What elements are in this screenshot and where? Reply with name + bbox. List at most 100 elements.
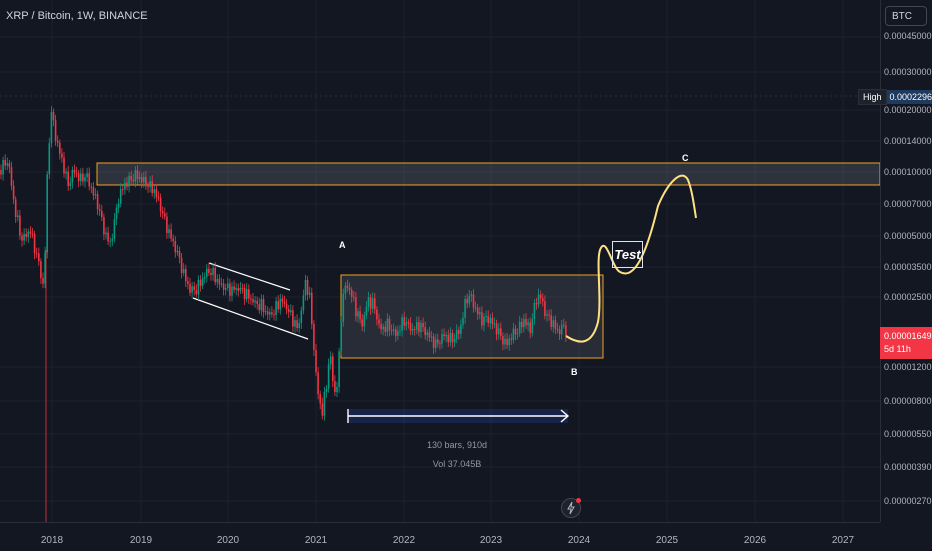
candle-body (300, 310, 303, 324)
candle-body (94, 194, 97, 196)
chart-canvas[interactable] (0, 0, 880, 522)
candle-body (399, 330, 401, 332)
candle-body (130, 176, 132, 180)
candle-body (136, 170, 139, 180)
channel-lower-line[interactable] (192, 297, 309, 340)
symbol-title[interactable]: XRP / Bitcoin, 1W, BINANCE (6, 10, 148, 22)
candle-body (12, 185, 15, 200)
range-box[interactable] (340, 274, 604, 359)
candle-body (407, 322, 410, 324)
price-label-11: 0.00000550 (884, 429, 932, 439)
candle-body (254, 300, 256, 303)
year-label-2025: 2025 (655, 535, 679, 546)
candle-body (147, 186, 149, 188)
candle-body (315, 349, 317, 373)
candle-body (111, 238, 114, 241)
candle-body (432, 336, 435, 348)
candle-body (77, 173, 80, 182)
candle-body (54, 120, 57, 141)
time-axis[interactable] (0, 522, 880, 551)
candle-body (2, 159, 4, 175)
candle-body (458, 329, 460, 334)
candle-body (529, 322, 531, 333)
annotation-c[interactable]: C (682, 153, 689, 163)
candle-body (98, 209, 101, 211)
candle-body (235, 287, 237, 290)
candle-body (535, 303, 538, 305)
price-label-10: 0.00000800 (884, 396, 932, 406)
candle-body (348, 287, 351, 291)
channel-upper-line[interactable] (208, 262, 291, 291)
candle-body (443, 334, 445, 337)
candle-body (203, 276, 206, 279)
candle-body (216, 278, 219, 283)
candle-body (105, 232, 107, 235)
candle-body (523, 319, 525, 328)
measure-vol-label: Vol 37.045B (432, 459, 482, 469)
candle-body (193, 286, 195, 291)
last-price-value: 0.00001649 (884, 331, 932, 341)
candle-body (468, 295, 471, 304)
candle-body (502, 336, 504, 345)
candle-body (521, 321, 523, 328)
candle-body (220, 283, 223, 285)
alert-dot (576, 498, 581, 503)
annotation-b[interactable]: B (571, 367, 578, 377)
price-label-2: 0.00020000 (884, 105, 932, 115)
resistance-zone[interactable] (96, 162, 880, 186)
candle-body (527, 322, 529, 326)
candle-body (44, 252, 46, 284)
candle-body (491, 317, 494, 325)
candle-body (334, 381, 336, 392)
high-value: 0.00022968 (886, 90, 932, 104)
candle-body (357, 311, 359, 317)
candle-body (29, 231, 32, 234)
candle-body (273, 314, 275, 316)
candle-body (476, 307, 479, 315)
candle-body (239, 287, 242, 291)
candle-body (178, 250, 181, 258)
lightning-icon (567, 501, 575, 515)
candle-body (369, 297, 372, 309)
candle-body (180, 257, 183, 273)
candle-body (227, 283, 229, 289)
candle-body (117, 203, 120, 208)
candle-body (69, 182, 72, 187)
candle-body (525, 319, 527, 326)
test-label[interactable]: Test (612, 241, 643, 268)
candle-body (191, 286, 193, 293)
price-label-6: 0.00005000 (884, 231, 932, 241)
price-scale[interactable] (880, 0, 932, 522)
candle-body (170, 229, 172, 239)
annotation-a[interactable]: A (339, 240, 346, 250)
projection-path[interactable] (565, 174, 697, 343)
candle-body (252, 299, 254, 303)
candle-body (119, 189, 122, 204)
candle-body (285, 303, 288, 309)
candle-body (472, 294, 475, 308)
candle-body (187, 281, 189, 284)
candle-body (470, 294, 473, 296)
currency-button[interactable]: BTC (885, 6, 927, 26)
candle-body (550, 315, 552, 327)
candle-body (531, 319, 534, 333)
high-label: High (858, 89, 887, 105)
candle-body (508, 338, 510, 346)
candle-body (31, 233, 34, 235)
candle-body (466, 298, 468, 304)
candle-body (418, 322, 420, 333)
candle-body (548, 314, 550, 316)
candle-body (392, 329, 395, 331)
candle-body (558, 329, 561, 335)
candle-body (149, 181, 151, 188)
candle-body (172, 238, 174, 242)
candle-body (155, 189, 158, 198)
candle-body (460, 324, 462, 334)
chart-pane[interactable]: XRP / Bitcoin, 1W, BINANCE A B C Test 13… (0, 0, 880, 522)
candle-body (283, 301, 286, 304)
candle-body (33, 233, 36, 254)
candle-body (512, 328, 515, 340)
alert-button[interactable] (561, 498, 581, 518)
candle-body (27, 231, 30, 237)
candle-body (46, 174, 48, 253)
